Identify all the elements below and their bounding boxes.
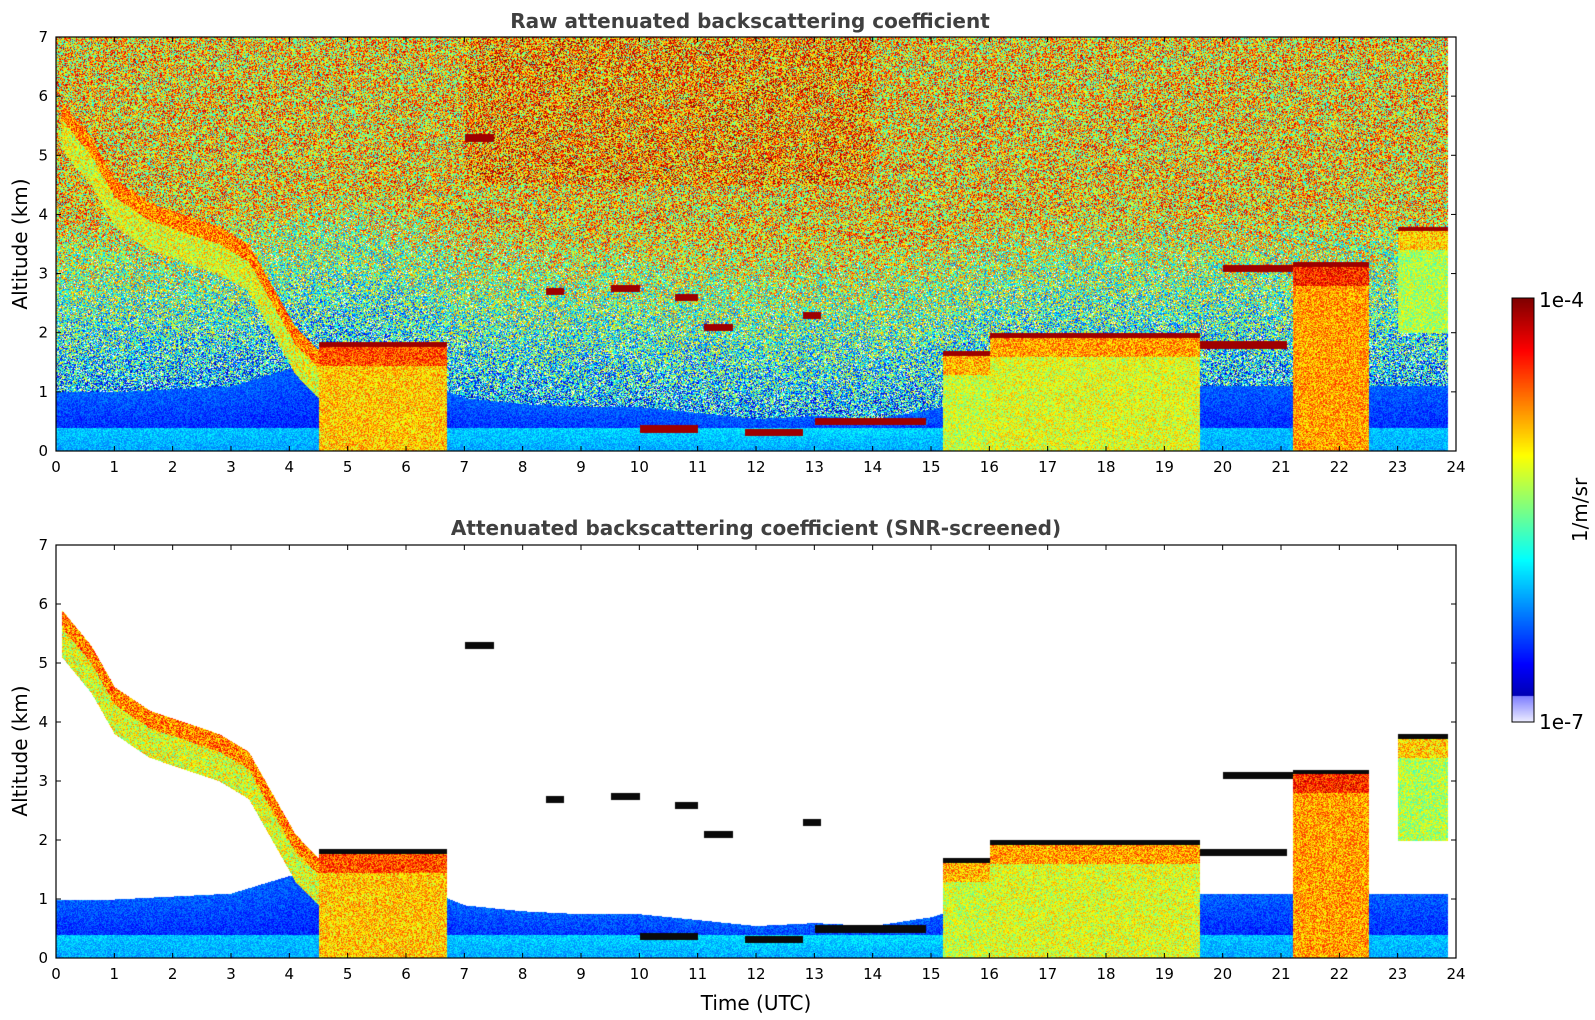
x-tick-label: 2 (168, 965, 178, 983)
colorbar-frame (1511, 297, 1535, 723)
x-tick-label: 10 (630, 965, 649, 983)
y-tick-label: 3 (38, 265, 48, 283)
x-tick-label: 9 (576, 458, 586, 476)
x-tick-label: 6 (401, 458, 411, 476)
x-tick-label: 12 (746, 965, 765, 983)
x-tick-label: 7 (460, 458, 470, 476)
x-tick-label: 3 (226, 458, 236, 476)
x-tick-label: 15 (921, 458, 940, 476)
x-tick-label: 22 (1330, 458, 1349, 476)
y-tick-label: 1 (38, 383, 48, 401)
x-tick-label: 24 (1446, 965, 1465, 983)
x-tick-label: 11 (688, 458, 707, 476)
colorbar-min-label: 1e-7 (1539, 710, 1584, 734)
y-tick-label: 2 (38, 324, 48, 342)
panel1-ticks: 0 1 2 3 4 5 6 7 8 9 10 11 12 13 14 15 16 17 18 19 20 21 22 23 24… (38, 28, 1465, 476)
x-tick-label: 5 (343, 458, 353, 476)
y-tick-label: 7 (38, 536, 48, 554)
colorbar-gradient (1512, 298, 1534, 722)
y-tick-label: 2 (38, 831, 48, 849)
x-tick-label: 13 (805, 965, 824, 983)
x-tick-label: 19 (1155, 965, 1174, 983)
x-tick-label: 5 (343, 965, 353, 983)
colorbar-max-label: 1e-4 (1539, 288, 1584, 312)
y-tick-label: 5 (38, 654, 48, 672)
colorbar: 1e-4 1e-7 1/m/sr (1511, 288, 1592, 734)
y-tick-label: 0 (38, 442, 48, 460)
x-tick-label: 1 (110, 458, 120, 476)
x-tick-label: 20 (1213, 965, 1232, 983)
x-tick-label: 19 (1155, 458, 1174, 476)
x-tick-label: 1 (110, 965, 120, 983)
panel2-ylabel: Altitude (km) (8, 685, 32, 816)
x-tick-label: 2 (168, 458, 178, 476)
panel1-ylabel: Altitude (km) (8, 178, 32, 309)
y-tick-label: 1 (38, 890, 48, 908)
x-tick-label: 0 (51, 965, 61, 983)
panel2-ticks: 0 1 2 3 4 5 6 7 8 9 10 11 12 13 14 15 16 17 18 19 20 21 22 23 24… (38, 536, 1465, 983)
x-tick-label: 18 (1096, 965, 1115, 983)
x-tick-label: 16 (980, 965, 999, 983)
panel2-title: Attenuated backscattering coefficient (S… (451, 516, 1061, 540)
panel2-heatmap (56, 545, 1456, 958)
panel1-heatmap (56, 37, 1456, 451)
x-tick-label: 11 (688, 965, 707, 983)
x-tick-label: 17 (1038, 458, 1057, 476)
x-tick-label: 8 (518, 458, 528, 476)
x-tick-label: 15 (921, 965, 940, 983)
panel1-plot (55, 36, 1457, 452)
x-tick-label: 23 (1388, 965, 1407, 983)
y-tick-label: 3 (38, 772, 48, 790)
x-tick-label: 14 (863, 965, 882, 983)
x-tick-label: 14 (863, 458, 882, 476)
x-tick-label: 7 (460, 965, 470, 983)
y-tick-label: 0 (38, 949, 48, 967)
x-tick-label: 13 (805, 458, 824, 476)
x-tick-label: 10 (630, 458, 649, 476)
x-tick-label: 9 (576, 965, 586, 983)
panel2-xlabel: Time (UTC) (700, 991, 812, 1015)
x-tick-label: 6 (401, 965, 411, 983)
x-tick-label: 3 (226, 965, 236, 983)
x-tick-label: 17 (1038, 965, 1057, 983)
x-tick-label: 18 (1096, 458, 1115, 476)
colorbar-unit-label: 1/m/sr (1568, 477, 1592, 542)
x-tick-label: 12 (746, 458, 765, 476)
x-tick-label: 22 (1330, 965, 1349, 983)
x-tick-label: 21 (1271, 458, 1290, 476)
x-tick-label: 4 (285, 965, 295, 983)
x-tick-label: 21 (1271, 965, 1290, 983)
y-tick-label: 4 (38, 713, 48, 731)
x-tick-label: 23 (1388, 458, 1407, 476)
panel1-title: Raw attenuated backscattering coefficien… (510, 9, 990, 33)
x-tick-label: 0 (51, 458, 61, 476)
panel2-plot (55, 544, 1457, 959)
y-tick-label: 4 (38, 205, 48, 223)
x-tick-label: 20 (1213, 458, 1232, 476)
y-tick-label: 5 (38, 146, 48, 164)
x-tick-label: 16 (980, 458, 999, 476)
x-tick-label: 24 (1446, 458, 1465, 476)
y-tick-label: 7 (38, 28, 48, 46)
x-tick-label: 8 (518, 965, 528, 983)
x-tick-label: 4 (285, 458, 295, 476)
y-tick-label: 6 (38, 87, 48, 105)
y-tick-label: 6 (38, 595, 48, 613)
